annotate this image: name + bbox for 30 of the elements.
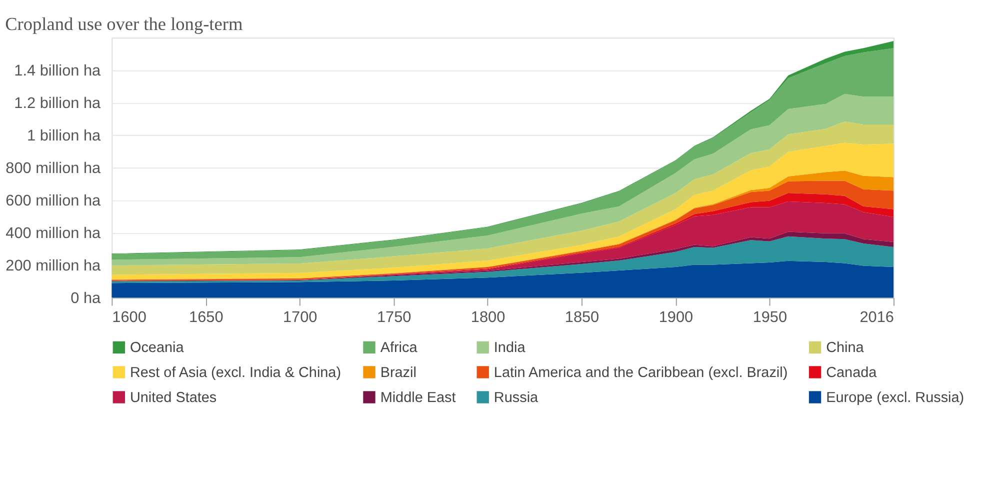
legend-label: India: [494, 340, 526, 356]
x-tick-label: 1700: [282, 309, 318, 326]
x-tick-label: 1600: [112, 309, 146, 326]
x-tick-label: 1900: [658, 309, 694, 326]
y-tick-label: 0 ha: [70, 290, 102, 307]
x-tick-label: 1750: [376, 309, 412, 326]
chart-title: Cropland use over the long-term: [5, 14, 243, 34]
legend-label: China: [826, 340, 865, 356]
y-tick-label: 800 million ha: [6, 160, 102, 177]
y-tick-label: 600 million ha: [6, 192, 102, 210]
y-tick-label: 1.4 billion ha: [14, 62, 102, 80]
x-tick-label: 1650: [189, 309, 224, 326]
x-tick-label: 2016: [860, 309, 894, 326]
legend-label: Canada: [826, 365, 878, 382]
x-tick-label: 1850: [564, 309, 600, 326]
y-tick-label: 200 million ha: [6, 257, 102, 274]
x-tick-label: 1950: [752, 309, 788, 326]
legend-label: Oceania: [130, 340, 185, 356]
legend-label: Rest of Asia (excl. India & China): [130, 365, 342, 382]
y-tick-label: 1 billion ha: [27, 127, 102, 144]
legend-label: Russia: [494, 390, 540, 406]
legend-label: United States: [130, 390, 217, 406]
legend-label: Brazil: [380, 365, 416, 382]
legend-label: Europe (excl. Russia): [826, 390, 964, 406]
y-tick-label: 400 million ha: [6, 224, 102, 242]
legend-label: Africa: [380, 340, 418, 356]
legend-label: Latin America and the Caribbean (excl. Brazil): [494, 365, 788, 382]
y-tick-label: 1.2 billion ha: [14, 94, 102, 112]
legend-label: Middle East: [380, 390, 456, 406]
x-tick-label: 1800: [470, 309, 506, 326]
